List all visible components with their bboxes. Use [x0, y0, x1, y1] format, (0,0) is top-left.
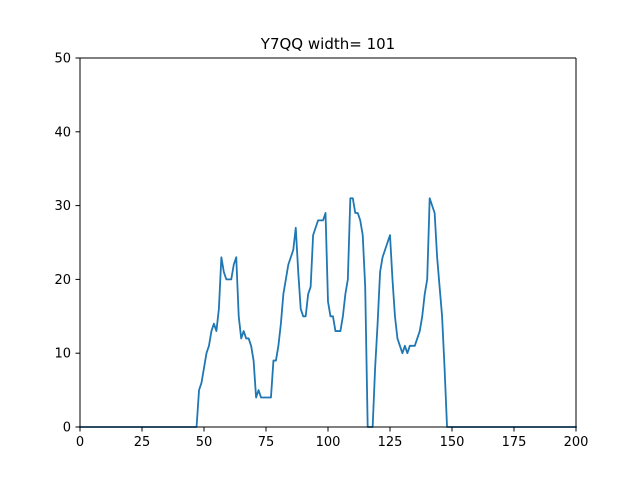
series-line-0 — [79, 197, 577, 428]
x-tick-label: 200 — [564, 435, 589, 450]
x-tick-label: 175 — [502, 435, 527, 450]
x-tick-label: 125 — [378, 435, 403, 450]
y-tick-label: 30 — [54, 199, 71, 214]
series-layer — [79, 197, 577, 428]
axes-layer: 0 25 50 75 100 125 150 175 200 0 10 20 30 40 50 — [54, 52, 588, 451]
x-tick-label: 50 — [196, 435, 213, 450]
x-tick-label: 0 — [76, 435, 84, 450]
y-tick-label: 40 — [54, 125, 71, 140]
x-tick-label: 25 — [134, 435, 151, 450]
x-tick-label: 100 — [316, 435, 341, 450]
chart-title: Y7QQ width= 101 — [260, 35, 395, 53]
y-tick-label: 50 — [54, 52, 71, 67]
y-tick-label: 20 — [54, 273, 71, 288]
x-tick-label: 75 — [258, 435, 275, 450]
x-tick-label: 150 — [440, 435, 465, 450]
y-tick-label: 10 — [54, 347, 71, 362]
y-tick-label: 0 — [63, 421, 71, 436]
